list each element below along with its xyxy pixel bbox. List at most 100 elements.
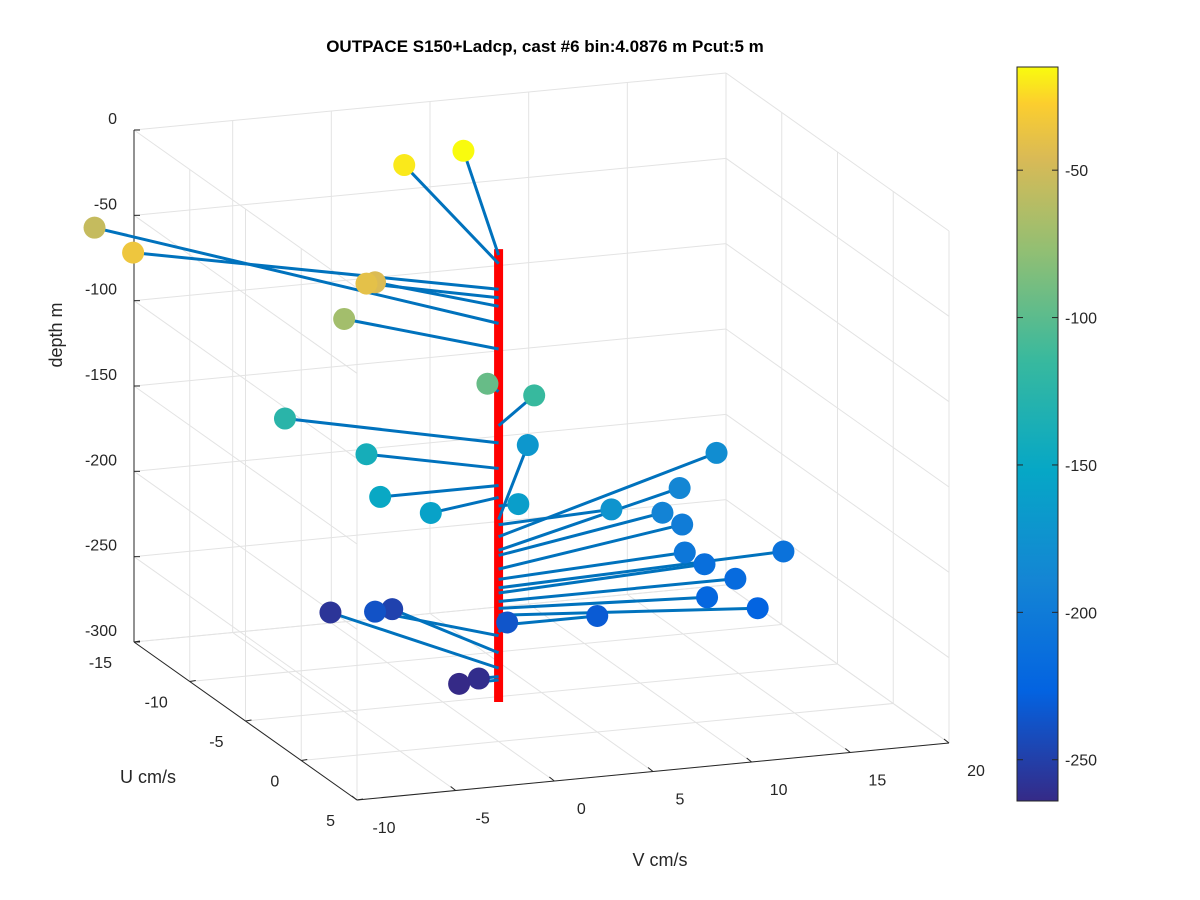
grid-line [725, 243, 950, 403]
velocity-point [122, 241, 145, 264]
x-tick-label: 15 [868, 773, 886, 790]
z-tick-label: -250 [85, 538, 117, 555]
velocity-stick [94, 226, 499, 325]
grid-line [725, 328, 950, 488]
velocity-point [476, 372, 499, 395]
x-tick-label: 20 [967, 763, 985, 780]
grid-line [725, 157, 950, 317]
z-tick-label: -100 [85, 282, 117, 299]
velocity-stick [430, 495, 499, 515]
velocity-point [448, 672, 471, 695]
velocity-point [355, 443, 378, 466]
grid-line [301, 703, 894, 761]
z-tick-label: -50 [94, 196, 117, 213]
velocity-stick [498, 523, 683, 571]
grid-line [133, 214, 358, 374]
x-tick-mark [943, 738, 950, 744]
z-tick-label: 0 [108, 111, 117, 128]
velocity-stick [403, 163, 500, 265]
velocity-stick [391, 607, 500, 655]
x-axis-label: V cm/s [632, 850, 687, 870]
x-tick-label: 5 [676, 792, 685, 809]
grid-line [725, 499, 950, 659]
colorbar-tick-label: -150 [1065, 458, 1097, 475]
velocity-stick [498, 606, 758, 617]
grid-line [133, 470, 358, 630]
grid-line [133, 328, 727, 387]
grid-line [133, 413, 727, 472]
velocity-stick [498, 507, 612, 527]
velocity-stick [462, 150, 501, 256]
velocity-stick [374, 280, 499, 308]
velocity-point [693, 553, 716, 576]
velocity-stick [498, 451, 718, 539]
grid-line [725, 72, 950, 232]
velocity-stick [132, 251, 499, 291]
grid-line [133, 385, 358, 545]
velocity-point [746, 597, 769, 620]
velocity-stick [380, 484, 499, 499]
velocity-point [452, 139, 475, 162]
y-tick-mark [301, 759, 308, 761]
velocity-point [724, 567, 747, 590]
colorbar-gradient [1016, 66, 1059, 802]
colorbar: -50 -100 -150 -200 -250 [1016, 66, 1097, 802]
x-tick-mark [450, 786, 456, 791]
grid-line [133, 243, 727, 302]
velocity-point [369, 485, 392, 508]
velocity-points [83, 139, 795, 695]
velocity-sticks [94, 150, 784, 686]
velocity-point [467, 667, 490, 690]
grid-line [725, 413, 950, 573]
velocity-point [671, 513, 694, 536]
velocity-point [393, 154, 416, 177]
chart-title: OUTPACE S150+Ladcp, cast #6 bin:4.0876 m… [326, 37, 764, 56]
axes-grid [133, 72, 950, 801]
velocity-point [273, 407, 296, 430]
velocity-point [668, 477, 691, 500]
velocity-point [333, 307, 356, 330]
velocity-stick [366, 452, 499, 470]
velocity-point [516, 434, 539, 457]
grid-line [133, 72, 727, 131]
axes-frame [133, 130, 950, 801]
y-axis-label: U cm/s [120, 767, 176, 787]
velocity-point [673, 541, 696, 564]
grid-line [133, 157, 727, 216]
x-tick-mark [351, 795, 358, 801]
grid-line [133, 300, 358, 460]
y-tick-label: 5 [326, 813, 335, 830]
velocity-stick [329, 611, 500, 670]
velocity-stick [497, 444, 530, 521]
y-tick-mark [189, 680, 196, 682]
y-tick-mark [356, 798, 364, 801]
grid-line [133, 129, 358, 289]
velocity-stick [498, 511, 663, 557]
velocity-stick [498, 550, 784, 590]
x-tick-mark [549, 776, 555, 782]
x-tick-label: 10 [770, 782, 788, 799]
velocity-point [523, 384, 546, 407]
grid-line [133, 499, 727, 558]
colorbar-tick-label: -200 [1065, 605, 1097, 622]
grid-line [133, 556, 358, 716]
x-tick-label: 0 [577, 801, 586, 818]
velocity-point [586, 604, 609, 627]
velocity-stick [498, 550, 685, 581]
velocity-point [600, 498, 623, 521]
colorbar-tick-label: -250 [1065, 753, 1097, 770]
velocity-stick [284, 417, 499, 445]
velocity-point [381, 598, 404, 621]
velocity-stick [498, 577, 736, 604]
grid-line [133, 584, 727, 643]
velocity-point [355, 272, 378, 295]
x-tick-mark [845, 748, 851, 753]
velocity-point [319, 601, 342, 624]
axis-ticks: -10-505101520-15-10-5050-50-100-150-200-… [85, 111, 985, 837]
velocity-point [83, 216, 106, 239]
grid-line [245, 663, 838, 722]
y-tick-label: -10 [145, 695, 168, 712]
velocity-point [772, 540, 795, 563]
velocity-stick [498, 486, 681, 552]
